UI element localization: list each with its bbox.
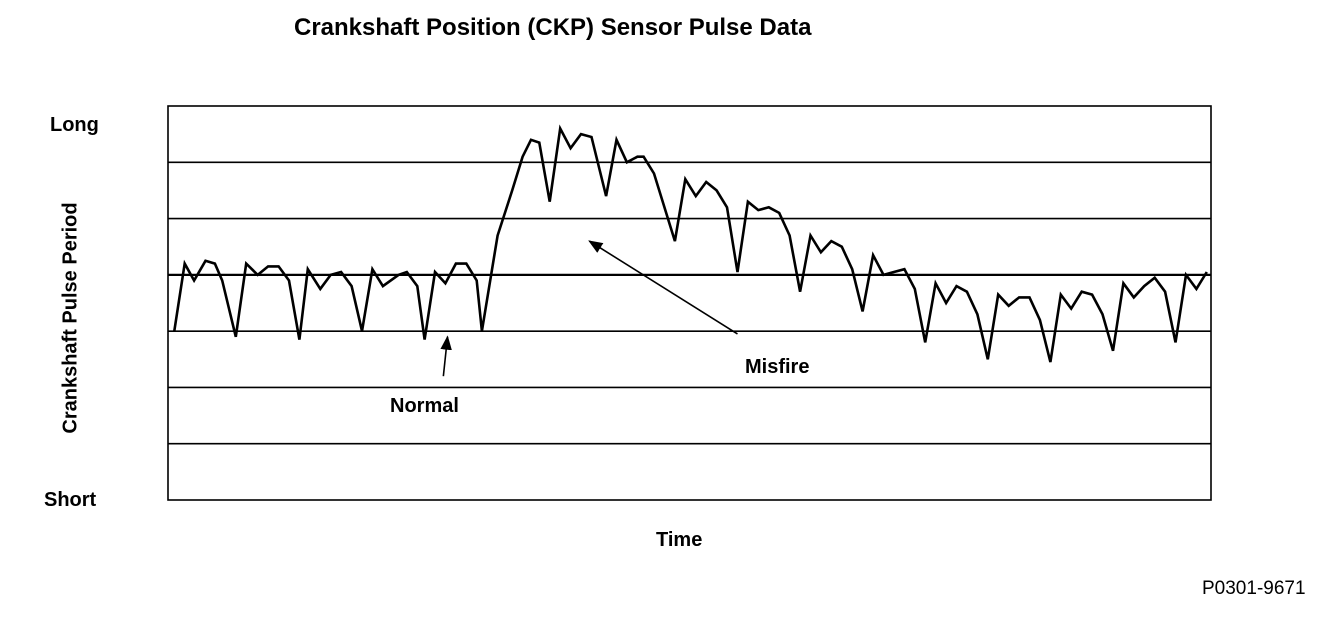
figure-id: P0301-9671	[1202, 578, 1306, 599]
x-axis-label: Time	[656, 529, 703, 551]
annotation-arrow-normal	[440, 335, 452, 377]
plot-frame	[167, 105, 1212, 501]
series-line-pulse-period	[173, 124, 1208, 363]
chart-title: Crankshaft Position (CKP) Sensor Pulse D…	[294, 14, 812, 41]
y-tick-label-long: Long	[50, 114, 99, 136]
annotation-arrow-misfire	[588, 240, 738, 335]
y-tick-label-short: Short	[44, 489, 97, 511]
annotation-misfire: Misfire	[745, 356, 810, 378]
annotation-normal: Normal	[390, 395, 459, 417]
